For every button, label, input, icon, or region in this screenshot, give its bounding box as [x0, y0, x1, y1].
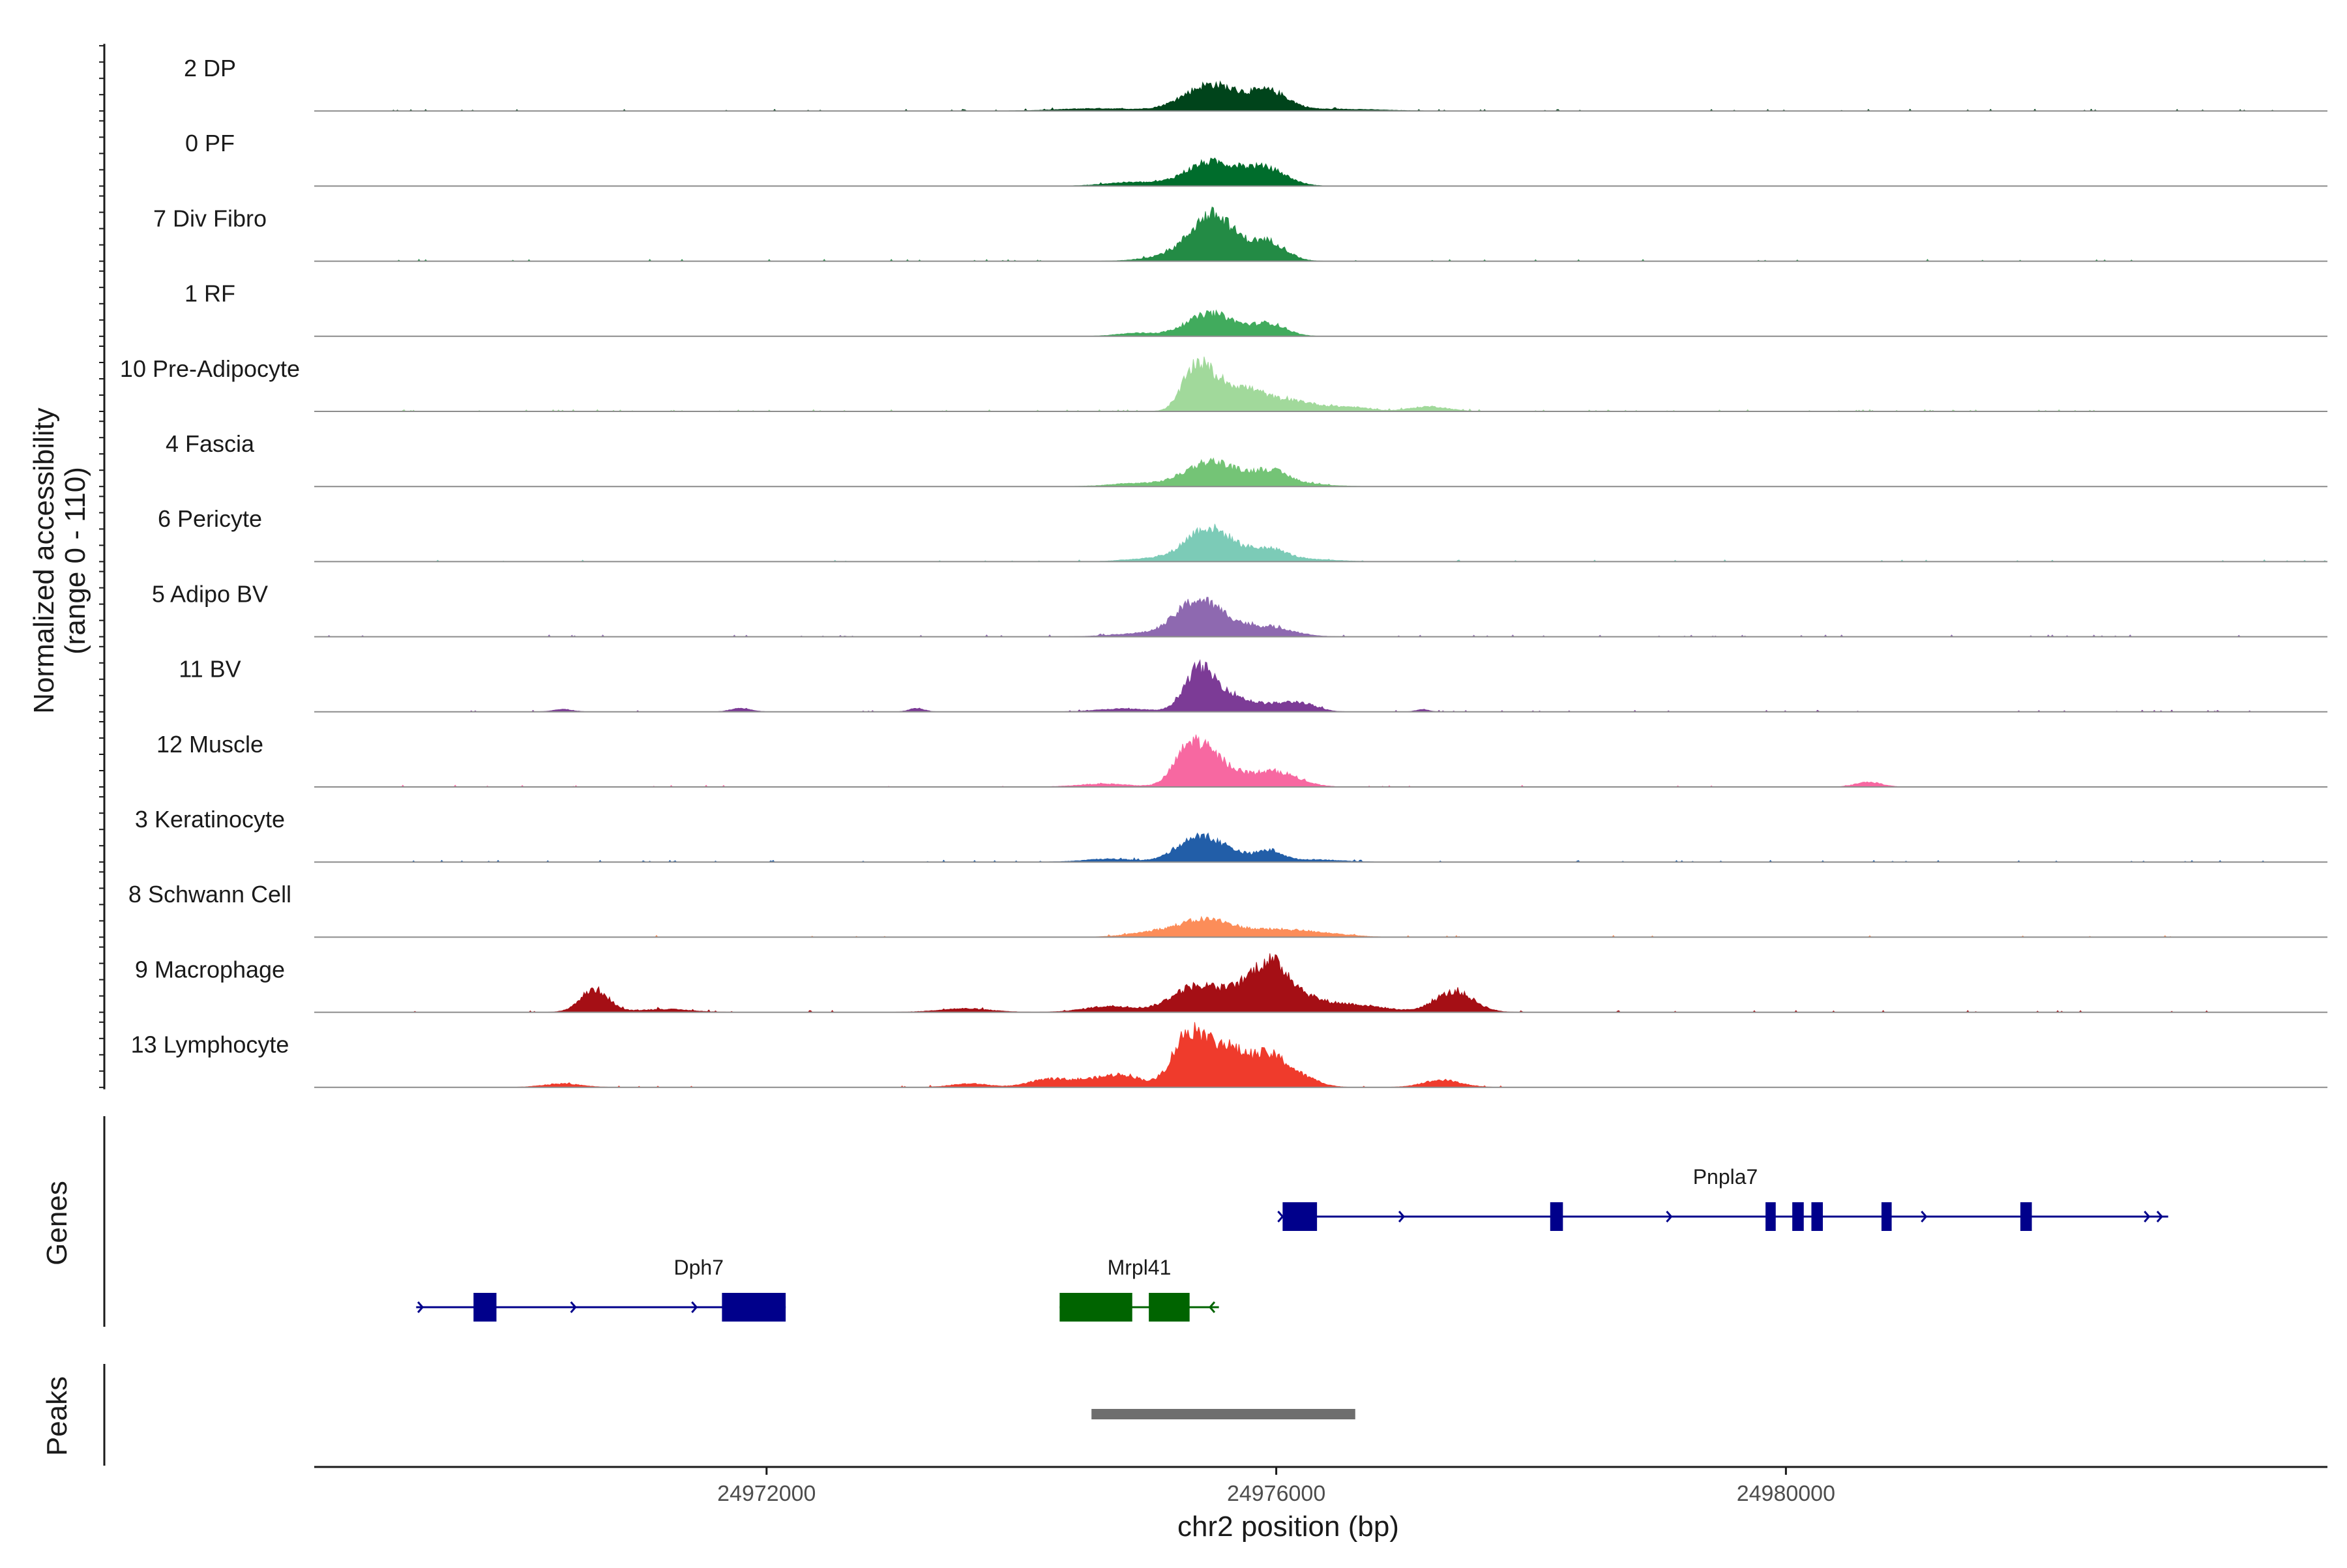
- track-11: 3 Keratinocyte: [135, 806, 2327, 863]
- gene-dph7: Dph7: [416, 1256, 786, 1322]
- peak-region: [1091, 1409, 1355, 1419]
- gene-exon: [722, 1293, 786, 1322]
- coverage-area: [314, 457, 2327, 487]
- gene-pnpla7: Pnpla7: [1277, 1165, 2168, 1231]
- strand-arrow: [1398, 1211, 1406, 1222]
- coverage-area: [314, 734, 2327, 788]
- track-label: 2 DP: [184, 55, 236, 81]
- axis-layer: 24972000 24976000 24980000: [99, 44, 2327, 1506]
- gene-exon: [1059, 1293, 1132, 1322]
- x-tick-label: 24976000: [1227, 1481, 1325, 1506]
- coverage-area: [314, 206, 2327, 262]
- strand-arrow: [1208, 1301, 1216, 1313]
- track-label: 7 Div Fibro: [153, 205, 267, 231]
- track-label: 9 Macrophage: [135, 956, 285, 983]
- y-axis-subtitle: (range 0 - 110): [59, 467, 91, 655]
- track-label: 6 Pericyte: [158, 505, 262, 532]
- coverage-area: [314, 915, 2327, 938]
- track-label: 3 Keratinocyte: [135, 806, 285, 833]
- gene-name: Dph7: [673, 1256, 724, 1279]
- strand-arrow: [1921, 1211, 1928, 1222]
- track-12: 8 Schwann Cell: [128, 881, 2327, 938]
- track-label: 4 Fascia: [166, 430, 255, 457]
- track-2: 0 PF: [185, 130, 2327, 187]
- track-label: 8 Schwann Cell: [128, 881, 291, 908]
- track-5: 10 Pre-Adipocyte: [120, 355, 2327, 412]
- coverage-area: [314, 524, 2327, 562]
- strand-arrow: [2144, 1211, 2151, 1222]
- track-label: 0 PF: [185, 130, 235, 156]
- track-label: 13 Lymphocyte: [131, 1031, 289, 1058]
- genes-panel-title: Genes: [41, 1181, 73, 1265]
- gene-exon: [1792, 1202, 1804, 1231]
- coverage-area: [314, 597, 2327, 638]
- gene-name: Mrpl41: [1108, 1256, 1172, 1279]
- gene-exon: [1881, 1202, 1892, 1231]
- coverage-area: [314, 832, 2327, 863]
- x-axis-title: chr2 position (bp): [1177, 1511, 1399, 1543]
- track-9: 11 BV: [179, 656, 2327, 713]
- coverage-area: [314, 157, 2327, 186]
- track-7: 6 Pericyte: [158, 505, 2327, 563]
- track-1: 2 DP: [184, 55, 2327, 112]
- gene-exon: [1282, 1202, 1318, 1231]
- coverage-area: [314, 356, 2327, 412]
- gene-exon: [1149, 1293, 1190, 1322]
- gene-exon: [473, 1293, 497, 1322]
- x-tick-label: 24972000: [717, 1481, 816, 1506]
- track-label: 11 BV: [179, 656, 241, 683]
- gene-exon: [2020, 1202, 2032, 1231]
- peaks-layer: [103, 1364, 1355, 1466]
- coverage-area: [314, 658, 2327, 713]
- strand-arrow: [1277, 1211, 1284, 1222]
- strand-arrow: [691, 1301, 698, 1313]
- titles-layer: Normalized accessibility (range 0 - 110)…: [28, 407, 1399, 1543]
- coverage-area: [314, 1022, 2327, 1088]
- track-14: 13 Lymphocyte: [131, 1022, 2327, 1088]
- track-label: 12 Muscle: [156, 731, 263, 758]
- strand-arrow: [417, 1301, 424, 1313]
- gene-name: Pnpla7: [1693, 1165, 1758, 1189]
- coverage-area: [314, 80, 2327, 111]
- gene-exon: [1765, 1202, 1776, 1231]
- coverage-area: [314, 309, 2327, 337]
- coverage-area: [314, 953, 2327, 1013]
- genes-layer: Dph7 Mrpl41 Pnpla7: [103, 1116, 2168, 1327]
- track-13: 9 Macrophage: [135, 953, 2327, 1013]
- tracks-layer: 2 DP 0 PF 7 Div Fibro 1 RF 10 Pre-Adipocyte 4…: [120, 55, 2327, 1088]
- strand-arrow: [2156, 1211, 2163, 1222]
- strand-arrow: [570, 1301, 577, 1313]
- track-4: 1 RF: [185, 280, 2327, 337]
- track-label: 5 Adipo BV: [152, 580, 268, 607]
- track-8: 5 Adipo BV: [152, 580, 2327, 638]
- x-tick-label: 24980000: [1737, 1481, 1835, 1506]
- track-label: 10 Pre-Adipocyte: [120, 355, 300, 382]
- y-axis-title: Normalized accessibility: [28, 407, 60, 713]
- gene-exon: [1550, 1202, 1563, 1231]
- track-label: 1 RF: [185, 280, 235, 307]
- gene-mrpl41: Mrpl41: [1059, 1256, 1219, 1322]
- peaks-panel-title: Peaks: [41, 1376, 73, 1456]
- strand-arrow: [1666, 1211, 1673, 1222]
- track-6: 4 Fascia: [166, 430, 2327, 488]
- gene-exon: [1811, 1202, 1823, 1231]
- track-10: 12 Muscle: [156, 731, 2327, 788]
- track-3: 7 Div Fibro: [153, 205, 2327, 262]
